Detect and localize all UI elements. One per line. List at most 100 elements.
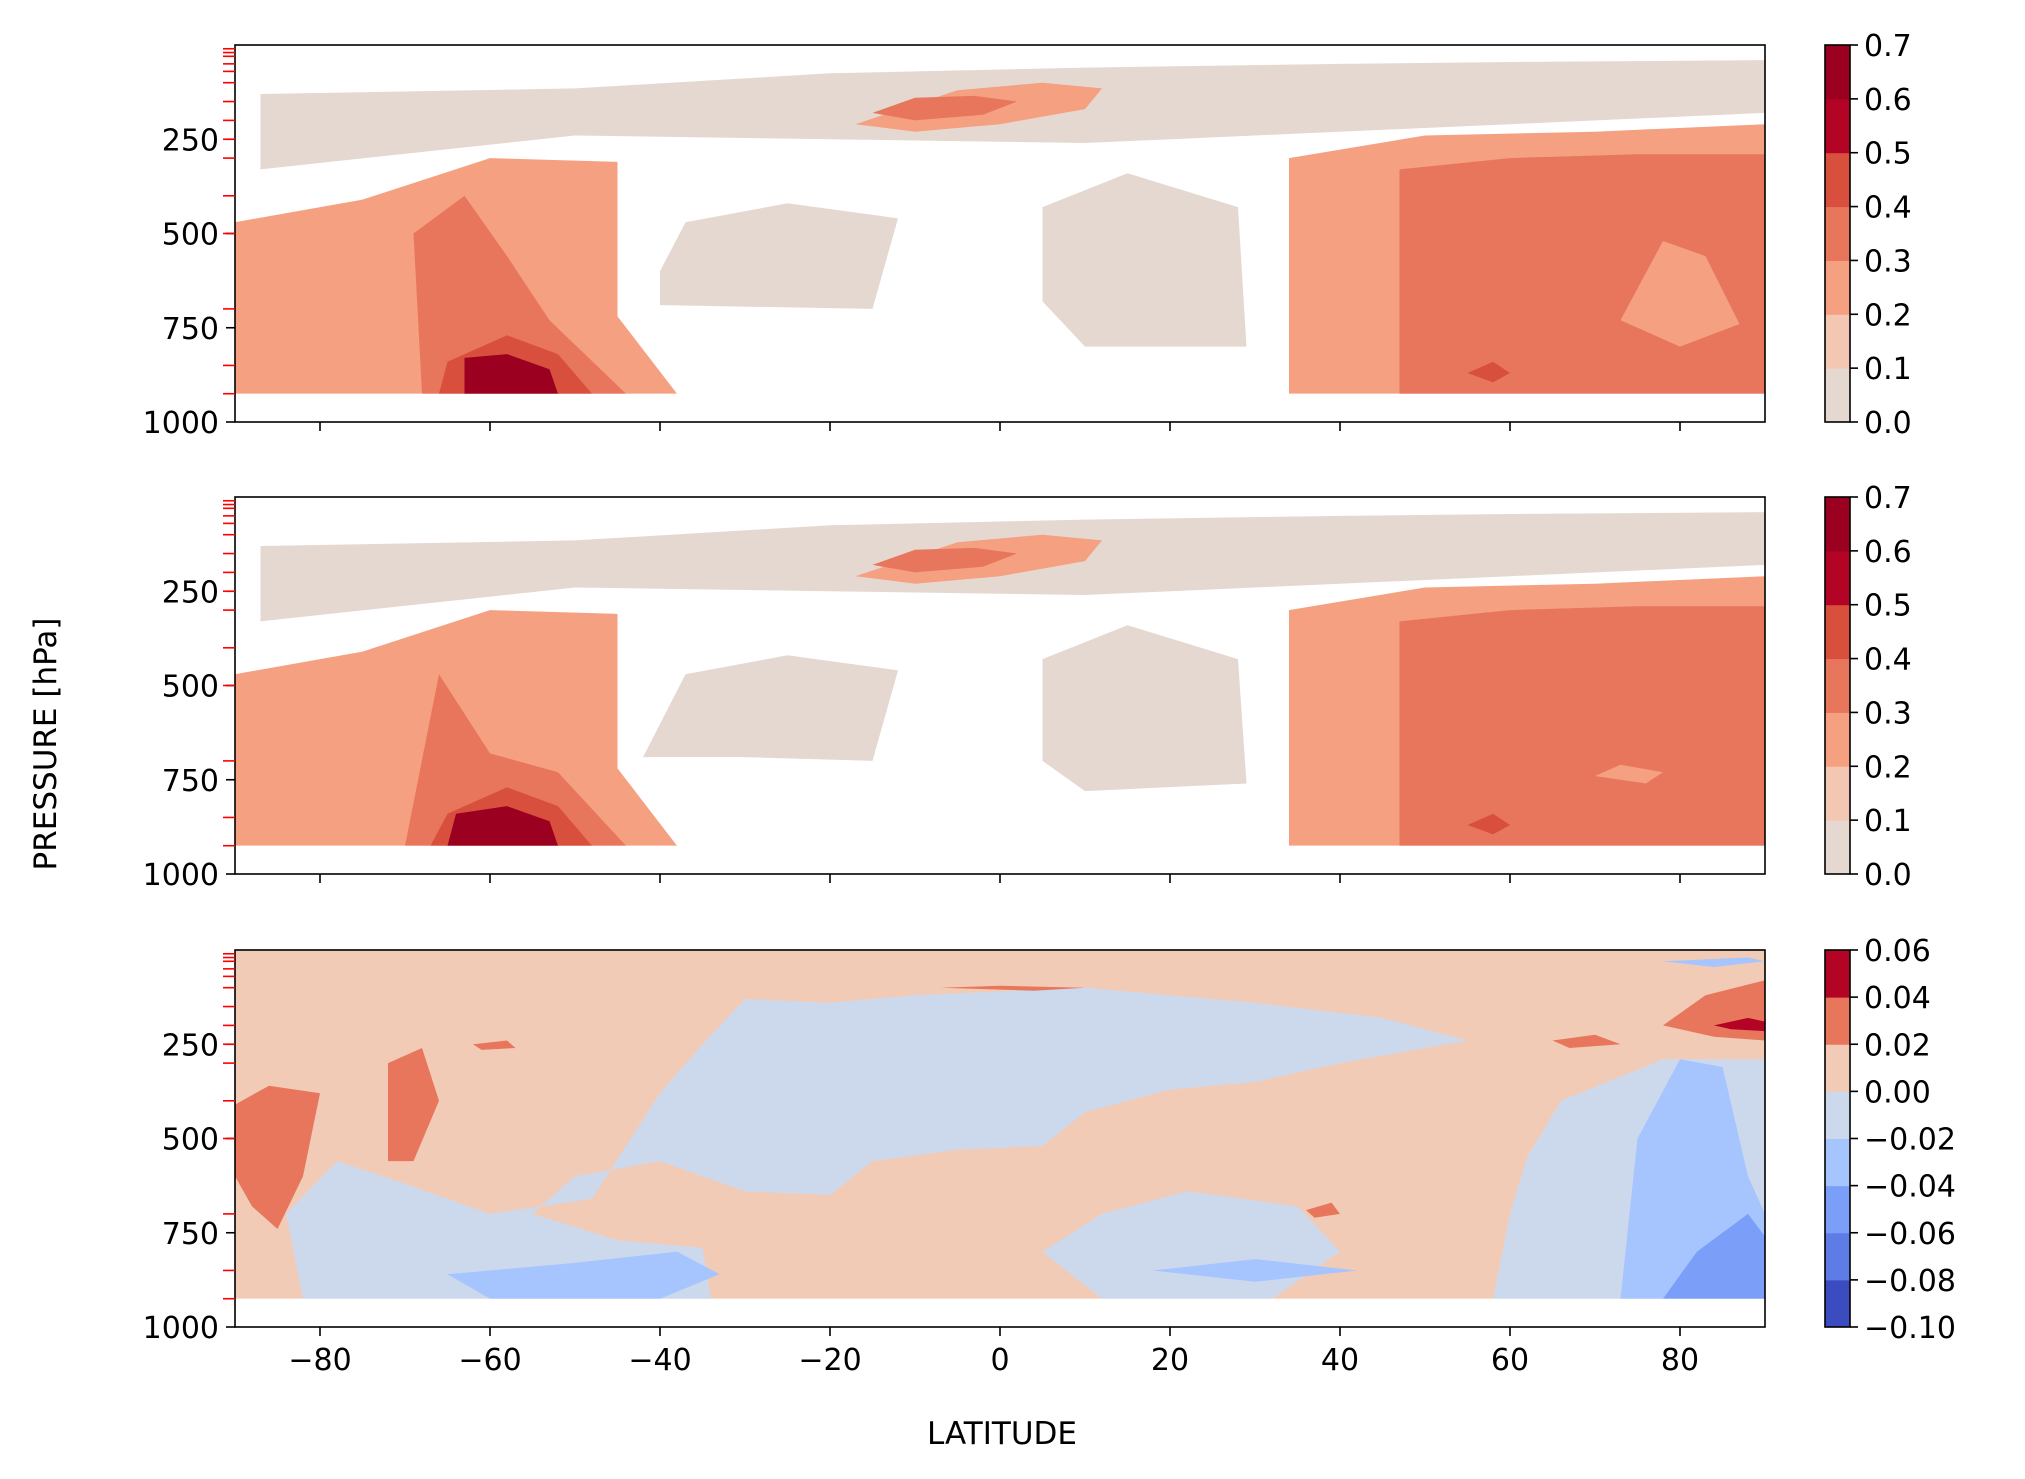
colorbar: −0.10 −0.08 −0.06 −0.04 −0.02 0.00 0.02 0.04 0.0… [1824,934,1956,1346]
contour-fill-group [235,950,1765,1299]
contour-region-pos-south-spot [473,1040,516,1050]
contour-fill-group [235,512,1765,846]
x-tick-label: −20 [798,1343,861,1378]
colorbar-tick-label: 0.02 [1864,1028,1931,1063]
colorbar-segment [1825,997,1850,1045]
colorbar-segment [1825,1044,1850,1092]
contour-region-upper-core [872,547,1017,573]
colorbar-tick-label: 0.2 [1864,298,1912,333]
colorbar-segment [1825,152,1850,208]
colorbar-tick-label: 0.04 [1864,981,1931,1016]
colorbar-tick-label: −0.06 [1864,1217,1956,1252]
colorbar-segment [1825,950,1850,998]
panel-middle: 250 500 750 1000 0.0 0.1 0.2 0.3 0.4 0.5 0.6 0.7 [143,481,1912,893]
colorbar-tick-label: −0.10 [1864,1311,1956,1346]
contour-region-pos-south-pole [235,1085,320,1229]
contour-region-neg-south-band [447,1251,720,1299]
colorbar-tick-label: 0.1 [1864,804,1912,839]
y-tick-label: 1000 [143,406,219,441]
contour-region-south-core [413,195,626,394]
contour-region-north-bubble [1620,241,1740,347]
x-tick-label: 60 [1491,1343,1529,1378]
contour-region-pos-north-pole-core [1714,1017,1765,1032]
contour-region-north-bubble [1595,764,1663,784]
colorbar-segment [1825,1279,1850,1328]
contour-region-south-max [464,354,558,394]
contour-region-north-peak [1467,361,1510,383]
colorbar-segment [1825,368,1850,423]
panel-top: 250 500 750 1000 0.0 0.1 0.2 0.3 0.4 0.5 0.6 0.7 [143,29,1912,441]
colorbar-segment [1825,1232,1850,1281]
colorbar-segment [1825,1185,1850,1234]
colorbar-tick-label: 0.4 [1864,643,1912,678]
contour-region-pos-north-mid [1306,1202,1340,1218]
y-tick-label: 250 [162,575,219,610]
x-tick-label: 0 [990,1343,1009,1378]
contour-region-pos-upper-tropic [940,985,1085,991]
colorbar-tick-label: 0.1 [1864,352,1912,387]
colorbar-tick-label: −0.02 [1864,1123,1956,1158]
colorbar-tick-label: 0.06 [1864,934,1931,969]
colorbar-segment [1825,820,1850,875]
colorbar-tick-label: 0.4 [1864,191,1912,226]
contour-region-pos-north-spot [1552,1034,1621,1048]
colorbar-frame [1824,496,1851,875]
colorbar-tick-label: 0.6 [1864,535,1912,570]
y-tick-label: 1000 [143,1311,219,1346]
contour-region-neg-north-top [1663,957,1765,967]
contour-region-tropical-hole-north [1042,173,1247,347]
colorbar-segment [1825,766,1850,821]
colorbar-segment [1825,550,1850,606]
colorbar-segment [1825,1091,1850,1139]
contour-region-upper-core [872,95,1017,121]
colorbar-tick-label: 0.7 [1864,481,1912,516]
y-tick-label: 250 [162,123,219,158]
colorbar-tick-label: 0.3 [1864,696,1912,731]
y-tick-label: 750 [162,1217,219,1252]
x-axis-title: LATITUDE [927,1416,1077,1452]
colorbar-tick-label: 0.0 [1864,858,1912,893]
colorbar-segment [1825,98,1850,154]
colorbar-segment [1825,45,1850,100]
y-tick-label: 500 [162,670,219,705]
colorbar: 0.0 0.1 0.2 0.3 0.4 0.5 0.6 0.7 [1824,29,1912,441]
y-tick-label: 1000 [143,858,219,893]
colorbar-tick-label: 0.6 [1864,83,1912,118]
contour-region-south-core [405,674,626,846]
colorbar-tick-label: 0.5 [1864,589,1912,624]
colorbar-tick-label: 0.5 [1864,137,1912,172]
contour-region-tropical-hole-south [643,655,898,761]
colorbar-tick-label: −0.08 [1864,1264,1956,1299]
contour-fill-group [235,60,1765,394]
colorbar-tick-label: 0.3 [1864,244,1912,279]
colorbar-segment [1825,712,1850,767]
y-tick-label: 500 [162,218,219,253]
contour-region-tropical-hole-north [1042,625,1247,792]
colorbar: 0.0 0.1 0.2 0.3 0.4 0.5 0.6 0.7 [1824,481,1912,893]
colorbar-segment [1825,1138,1850,1187]
y-tick-label: 250 [162,1028,219,1063]
y-axis-title: PRESSURE [hPa] [28,618,64,871]
x-tick-label: −80 [288,1343,351,1378]
colorbar-segment [1825,260,1850,315]
x-tick-label: −40 [628,1343,691,1378]
colorbar-segment [1825,497,1850,552]
y-tick-label: 500 [162,1123,219,1158]
contour-region-neg-tropic-band [1153,1259,1357,1282]
contour-region-south-max [447,806,558,846]
y-tick-label: 750 [162,764,219,799]
contour-region-tropical-hole-south [660,203,898,309]
colorbar-segment [1825,206,1850,261]
x-tick-label: 20 [1151,1343,1189,1378]
y-tick-label: 750 [162,312,219,347]
colorbar-tick-label: 0.2 [1864,750,1912,785]
x-tick-label: −60 [458,1343,521,1378]
colorbar-segment [1825,604,1850,660]
colorbar-tick-label: 0.0 [1864,406,1912,441]
colorbar-segment [1825,658,1850,713]
colorbar-segment [1825,314,1850,369]
colorbar-frame [1824,44,1851,423]
